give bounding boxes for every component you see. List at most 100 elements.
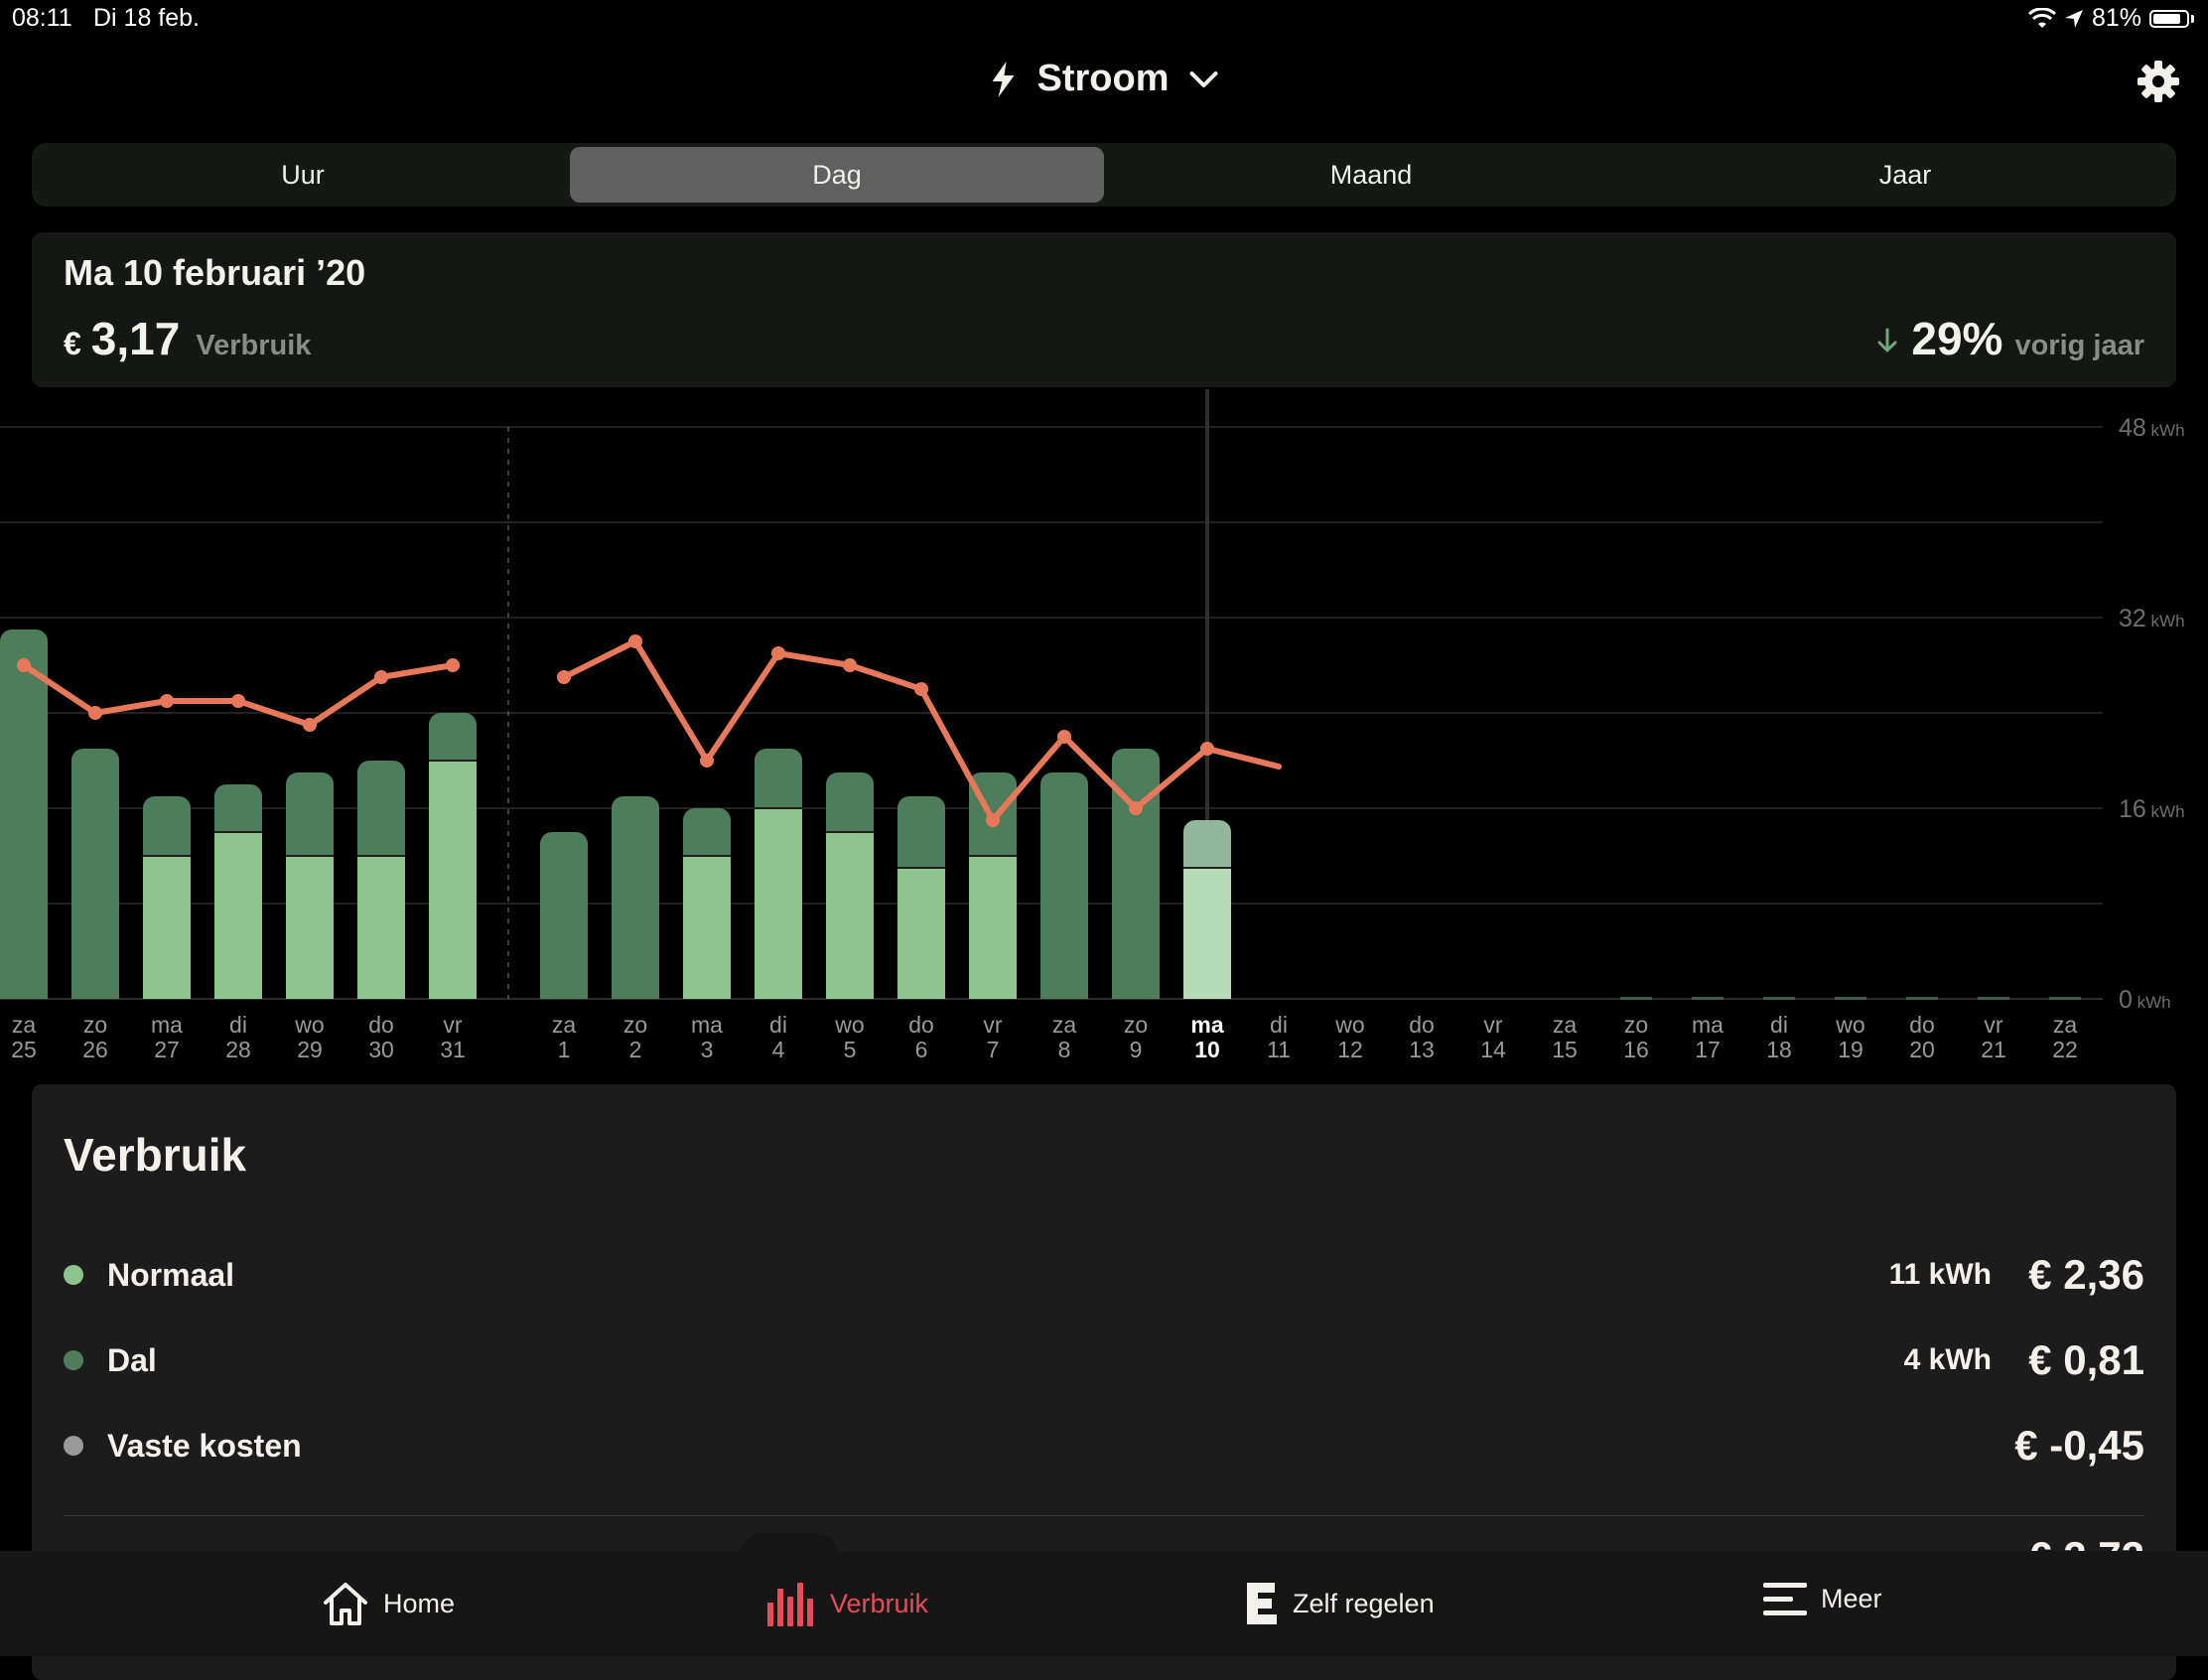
battery-tip [2191,14,2194,23]
x-tick-num: 30 [368,1037,394,1062]
x-tick-day: za [1052,1012,1077,1038]
tabbar-home[interactable]: Home [322,1581,455,1626]
x-tick-num: 15 [1552,1037,1578,1062]
previous-year-point [986,813,1000,827]
x-tick-num: 20 [1909,1037,1935,1062]
y-tick-label: 48 kWh [2119,414,2185,442]
tab-uur[interactable]: Uur [281,159,325,190]
location-arrow-icon [2064,9,2083,28]
bar-di-28[interactable] [214,784,262,999]
bar-dal-segment [143,796,191,856]
bar-empty [1692,997,1724,1000]
bar-za-1[interactable] [540,832,588,999]
cost-label: Verbruik [196,330,312,361]
previous-year-point [771,646,785,660]
x-tick-day: wo [834,1012,864,1038]
x-tick-num: 2 [629,1037,642,1062]
x-tick-num: 14 [1480,1037,1506,1062]
x-tick-day: zo [1124,1012,1148,1038]
bar-za-8[interactable] [1040,772,1088,999]
tabbar-verbruik[interactable]: Verbruik [766,1581,928,1626]
bar-segment-divider [357,855,405,857]
status-icons: 81% [2027,4,2194,33]
chevron-down-icon [1189,70,1218,87]
x-tick-num: 22 [2052,1037,2078,1062]
tabbar-home-label: Home [383,1588,456,1618]
bar-zo-9[interactable] [1112,749,1160,999]
bar-segment-divider [755,807,802,809]
bar-normaal-segment [1183,868,1231,999]
x-tick-day: zo [623,1012,647,1038]
bar-vr-7[interactable] [969,772,1017,999]
tabbar-meer[interactable]: Meer [1763,1581,1882,1616]
bar-dal-segment [214,784,262,832]
bar-dal-segment [1112,749,1160,999]
tab-maand[interactable]: Maand [1329,159,1413,190]
bar-dal-segment [897,796,945,868]
bar-ma-3[interactable] [683,808,731,999]
x-tick-day: vr [1984,1012,2003,1038]
tabbar-zelf-regelen-label: Zelf regelen [1293,1588,1435,1618]
x-tick-num: 31 [440,1037,466,1062]
selected-date-title: Ma 10 februari ’20 [64,252,366,293]
gear-icon[interactable] [2137,60,2180,103]
x-tick-day: di [1770,1012,1788,1038]
x-tick-num: 3 [701,1037,714,1062]
tab-dag[interactable]: Dag [570,147,1104,203]
bar-wo-5[interactable] [826,772,874,999]
bar-zo-26[interactable] [71,749,119,999]
previous-year-point [843,658,857,672]
bar-za-25[interactable] [0,630,48,999]
verbruik-row-name: Dal [107,1341,157,1378]
bar-dal-segment [357,761,405,856]
previous-year-point [88,706,102,720]
x-tick-day: wo [1334,1012,1364,1038]
tabbar-zelf-regelen[interactable]: Zelf regelen [1245,1581,1435,1626]
change-percentage: 29% [1911,313,2003,364]
x-tick-day: vr [983,1012,1003,1038]
bar-segment-divider [1183,867,1231,869]
bar-di-4[interactable] [755,749,802,999]
bar-chart-icon [767,1583,813,1626]
bar-segment-divider [429,760,477,762]
x-tick-day: za [552,1012,577,1038]
bar-dal-segment [612,796,659,999]
previous-year-point [17,658,31,672]
bar-vr-31[interactable] [429,713,477,999]
energy-type-selector[interactable]: Stroom [990,58,1219,100]
previous-year-point [374,670,388,684]
wifi-icon [2027,7,2056,28]
bar-zo-2[interactable] [612,796,659,999]
verbruik-divider [64,1515,2144,1516]
x-tick-day: do [1909,1012,1935,1038]
lightning-bolt-icon [992,61,1015,97]
previous-year-point [1129,801,1143,815]
bar-wo-29[interactable] [286,772,334,999]
verbruik-row-dal[interactable]: Dal 4 kWh € 0,81 [64,1330,2144,1390]
verbruik-row-normaal[interactable]: Normaal 11 kWh € 2,36 [64,1245,2144,1305]
bar-ma-27[interactable] [143,796,191,999]
bar-do-6[interactable] [897,796,945,999]
verbruik-row-vaste-kosten[interactable]: Vaste kosten € -0,45 [64,1416,2144,1475]
x-tick-num: 29 [297,1037,323,1062]
bar-do-30[interactable] [357,761,405,999]
change-label: vorig jaar [2014,330,2144,361]
status-date: Di 18 feb. [93,4,201,32]
x-tick-day: wo [1835,1012,1864,1038]
x-tick-num: 18 [1766,1037,1792,1062]
bar-normaal-segment [683,856,731,999]
period-segmented-control: Uur Dag Maand Jaar [32,143,2176,207]
normaal-legend-dot [64,1265,83,1285]
bar-segment-divider [143,855,191,857]
status-time: 08:11 [12,4,72,32]
previous-year-point [231,694,245,708]
x-tick-num: 19 [1838,1037,1863,1062]
tab-jaar[interactable]: Jaar [1878,159,1932,190]
bar-segment-divider [286,855,334,857]
battery-percent: 81% [2091,4,2141,32]
x-tick-num: 17 [1695,1037,1721,1062]
bar-dal-segment [540,832,588,999]
x-tick-day: za [1553,1012,1578,1038]
bar-ma-10[interactable] [1183,820,1231,999]
